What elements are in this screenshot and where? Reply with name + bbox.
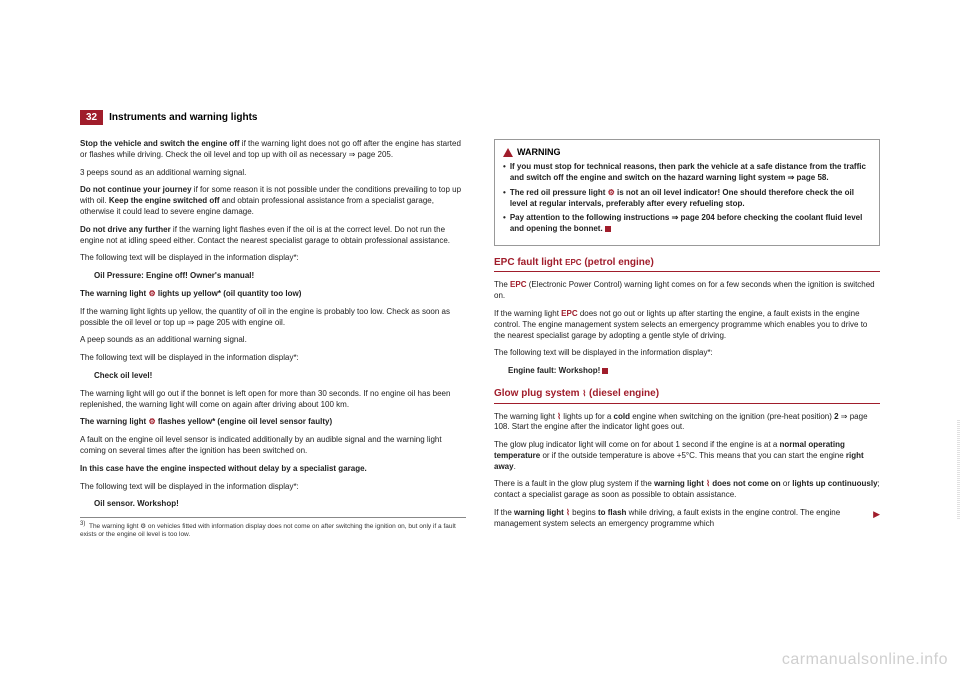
para: Do not continue your journey if for some… bbox=[80, 185, 466, 217]
para-heading: The warning light ⚙ flashes yellow* (eng… bbox=[80, 417, 466, 428]
epc-icon: EPC bbox=[510, 280, 526, 289]
section-end-icon bbox=[602, 368, 608, 374]
continue-arrow-icon: ▶ bbox=[873, 508, 880, 520]
para: The following text will be displayed in … bbox=[80, 353, 466, 364]
section-heading-glow: Glow plug system ⌇ (diesel engine) bbox=[494, 387, 880, 404]
para: The following text will be displayed in … bbox=[80, 482, 466, 493]
oil-icon: ⚙ bbox=[148, 289, 155, 298]
warning-triangle-icon bbox=[503, 148, 513, 157]
para: A fault on the engine oil level sensor i… bbox=[80, 435, 466, 457]
display-msg: Check oil level! bbox=[94, 371, 466, 382]
footnote: 3) The warning light ⚙ on vehicles fitte… bbox=[80, 521, 466, 539]
warning-bullet: • If you must stop for technical reasons… bbox=[503, 162, 871, 184]
display-msg: Oil Pressure: Engine off! Owner's manual… bbox=[94, 271, 466, 282]
content-columns: Stop the vehicle and switch the engine o… bbox=[80, 139, 880, 540]
warning-bullet: • Pay attention to the following instruc… bbox=[503, 213, 871, 235]
page-number-badge: 32 bbox=[80, 110, 103, 125]
para: The following text will be displayed in … bbox=[494, 348, 880, 359]
para: The warning light ⌇ lights up for a cold… bbox=[494, 412, 880, 434]
oil-icon: ⚙ bbox=[148, 417, 155, 426]
para: A peep sounds as an additional warning s… bbox=[80, 335, 466, 346]
para: If the warning light EPC does not go out… bbox=[494, 309, 880, 341]
warning-heading: WARNING bbox=[503, 146, 871, 158]
para: The glow plug indicator light will come … bbox=[494, 440, 880, 472]
display-msg: Oil sensor. Workshop! bbox=[94, 499, 466, 510]
epc-icon: EPC bbox=[561, 309, 577, 318]
manual-page: 32 Instruments and warning lights Stop t… bbox=[80, 110, 880, 580]
para: The EPC (Electronic Power Control) warni… bbox=[494, 280, 880, 302]
right-column: WARNING • If you must stop for technical… bbox=[494, 139, 880, 540]
footnote-rule: 3) The warning light ⚙ on vehicles fitte… bbox=[80, 517, 466, 539]
display-msg: Engine fault: Workshop! bbox=[508, 366, 880, 377]
page-header: 32 Instruments and warning lights bbox=[80, 110, 880, 125]
para-heading: The warning light ⚙ lights up yellow* (o… bbox=[80, 289, 466, 300]
para: Do not drive any further if the warning … bbox=[80, 225, 466, 247]
para: Stop the vehicle and switch the engine o… bbox=[80, 139, 466, 161]
para: There is a fault in the glow plug system… bbox=[494, 479, 880, 501]
oil-icon: ⚙ bbox=[608, 188, 615, 197]
para: 3 peeps sound as an additional warning s… bbox=[80, 168, 466, 179]
warning-bullet: • The red oil pressure light ⚙ is not an… bbox=[503, 188, 871, 210]
para: ▶ If the warning light ⌇ begins to flash… bbox=[494, 508, 880, 530]
para: The following text will be displayed in … bbox=[80, 253, 466, 264]
page-title: Instruments and warning lights bbox=[109, 112, 257, 123]
epc-icon: EPC bbox=[565, 258, 581, 267]
para: If the warning light lights up yellow, t… bbox=[80, 307, 466, 329]
warning-box: WARNING • If you must stop for technical… bbox=[494, 139, 880, 246]
left-column: Stop the vehicle and switch the engine o… bbox=[80, 139, 466, 540]
section-heading-epc: EPC fault light EPC (petrol engine) bbox=[494, 256, 880, 273]
section-end-icon bbox=[605, 226, 611, 232]
watermark: carmanualsonline.info bbox=[782, 651, 948, 669]
para: In this case have the engine inspected w… bbox=[80, 464, 466, 475]
para: The warning light will go out if the bon… bbox=[80, 389, 466, 411]
